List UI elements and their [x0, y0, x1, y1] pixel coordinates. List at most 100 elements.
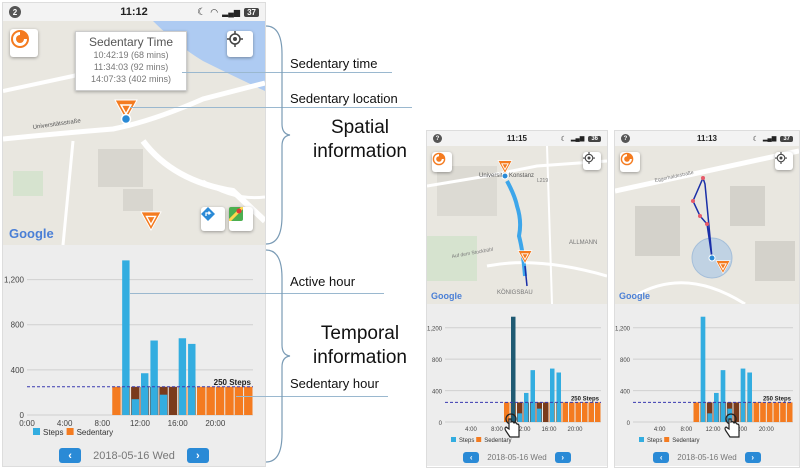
- date-label: 2018-05-16 Wed: [487, 453, 547, 462]
- x-tick-label: 16:00: [541, 427, 557, 433]
- threshold-label: 250 Steps: [214, 378, 252, 387]
- app-logo-button[interactable]: [10, 29, 38, 57]
- sedentary-marker[interactable]: [715, 260, 731, 274]
- sedentary-bar: [234, 386, 244, 415]
- x-tick-label: 20:00: [759, 427, 775, 433]
- sedentary-marker[interactable]: [140, 211, 162, 231]
- sedentary-bar: [197, 386, 206, 415]
- steps-bar: [517, 413, 522, 422]
- map-canvas: Universität Konstanz ALLMANN KÖNIGSBAU A…: [427, 146, 607, 304]
- sedentary-bar: [693, 402, 700, 422]
- previous-day-button[interactable]: ‹: [653, 452, 670, 463]
- callout-line: [236, 396, 388, 397]
- callout-line: [130, 107, 412, 108]
- open-maps-button[interactable]: [229, 207, 253, 231]
- map-view[interactable]: Eggerhaldestraße Google: [615, 146, 799, 304]
- steps-bar: [122, 260, 130, 415]
- y-tick-label: 1,200: [427, 327, 443, 333]
- app-logo-icon: [620, 152, 634, 166]
- map-place-label: KÖNIGSBAU: [497, 289, 533, 296]
- steps-bar: [159, 394, 168, 415]
- steps-bar: [511, 316, 516, 422]
- steps-chart[interactable]: 0 400 800 1,200 4:00 8:00 12:00 16:00 20:00 250 S…: [615, 304, 799, 449]
- x-tick-label: 12:00: [705, 427, 721, 433]
- steps-bar: [537, 408, 542, 422]
- y-tick-label: 400: [432, 390, 443, 396]
- app-logo-button[interactable]: [432, 152, 452, 172]
- sedentary-marker[interactable]: [517, 250, 533, 264]
- battery-indicator: 37: [780, 135, 793, 142]
- legend-label-steps: Steps: [43, 428, 63, 437]
- sedentary-bar: [766, 402, 773, 422]
- sedentary-bar: [517, 402, 523, 422]
- steps-bar: [556, 372, 561, 422]
- y-tick-label: 400: [11, 366, 25, 375]
- signal-icon: ▂▄▆: [570, 136, 585, 142]
- next-day-button[interactable]: ›: [744, 452, 761, 463]
- steps-chart[interactable]: 0 400 800 1,200 0:00 4:00 8:00 12:00 16:00 20:00 2…: [3, 245, 265, 445]
- previous-day-button[interactable]: ‹: [59, 448, 82, 463]
- map-view[interactable]: Universitätsstraße Sedentary Time 10:42:…: [3, 21, 265, 245]
- x-tick-label: 20:00: [567, 427, 583, 433]
- app-logo-icon: [432, 152, 446, 166]
- steps-bar: [188, 343, 196, 415]
- date-navigator: ‹ 2018-05-16 Wed ›: [427, 449, 607, 466]
- x-tick-label: 20:00: [205, 419, 226, 428]
- legend-swatch-sedentary: [476, 437, 482, 442]
- phone-route-screen: ? 11:13 ☾ ▂▄▆ 37 Eggerhaldestraße: [614, 130, 800, 468]
- map-place-label: ALLMANN: [569, 240, 597, 246]
- locate-me-button[interactable]: [775, 152, 793, 170]
- locate-me-button[interactable]: [583, 152, 601, 170]
- steps-bar: [131, 399, 139, 415]
- sedentary-bar: [773, 402, 780, 422]
- sedentary-bar: [575, 402, 581, 422]
- app-logo-button[interactable]: [620, 152, 640, 172]
- status-bar: ? 11:15 ☾ ▂▄▆ 36: [427, 131, 607, 146]
- app-logo-icon: [11, 30, 29, 48]
- wifi-icon: ◠: [210, 6, 219, 17]
- date-label: 2018-05-16 Wed: [93, 449, 175, 462]
- x-tick-label: 8:00: [491, 427, 503, 433]
- annotation-sedentary-time: Sedentary time: [290, 56, 378, 71]
- status-bar: 2 11:12 ☾ ◠ ▂▄▆ 37: [3, 3, 265, 21]
- map-view[interactable]: Universität Konstanz ALLMANN KÖNIGSBAU A…: [427, 146, 607, 304]
- legend-label-steps: Steps: [647, 438, 662, 444]
- annotation-spatial-line: information: [313, 141, 407, 162]
- sedentary-marker[interactable]: [114, 99, 138, 121]
- status-bar: ? 11:13 ☾ ▂▄▆ 37: [615, 131, 799, 146]
- locate-me-button[interactable]: [227, 31, 253, 57]
- crosshair-icon: [227, 31, 243, 47]
- status-time: 11:13: [696, 134, 718, 143]
- previous-day-button[interactable]: ‹: [463, 452, 480, 463]
- directions-button[interactable]: [201, 207, 225, 231]
- sedentary-bar: [112, 386, 121, 415]
- legend-swatch-sedentary: [66, 428, 74, 435]
- google-logo: Google: [9, 226, 54, 241]
- activity-chart-panel: 0 400 800 1,200 0:00 4:00 8:00 12:00 16:00 20:00 2…: [3, 245, 265, 445]
- sedentary-bar: [225, 386, 234, 415]
- steps-chart[interactable]: 0 400 800 1,200 4:00 8:00 12:00 16:00 20:00 250 S…: [427, 304, 607, 449]
- sedentary-bar: [588, 402, 594, 422]
- sedentary-time-callout: Sedentary Time 10:42:19 (68 mins) 11:34:…: [75, 31, 187, 91]
- tap-hand-icon: [724, 413, 740, 438]
- y-tick-label: 0: [20, 411, 25, 420]
- sedentary-bar: [504, 402, 510, 422]
- callout-entry: 10:42:19 (68 mins): [93, 50, 169, 60]
- date-navigator: ‹ 2018-05-16 Wed ›: [3, 445, 265, 466]
- sedentary-marker[interactable]: [497, 160, 513, 174]
- annotation-temporal-line: Temporal: [320, 323, 400, 344]
- x-tick-label: 4:00: [57, 419, 73, 428]
- steps-bar: [720, 370, 726, 422]
- steps-bar: [740, 368, 746, 422]
- legend-swatch-steps: [33, 428, 40, 435]
- next-day-button[interactable]: ›: [554, 452, 571, 463]
- moon-icon: ☾: [560, 135, 567, 143]
- notification-badge: ?: [433, 134, 442, 143]
- google-logo: Google: [431, 291, 462, 301]
- y-tick-label: 0: [439, 421, 443, 427]
- next-day-button[interactable]: ›: [186, 448, 209, 463]
- sedentary-bar: [569, 402, 575, 422]
- x-tick-label: 16:00: [732, 427, 748, 433]
- status-time: 11:12: [120, 6, 148, 18]
- current-location-dot: [120, 113, 132, 125]
